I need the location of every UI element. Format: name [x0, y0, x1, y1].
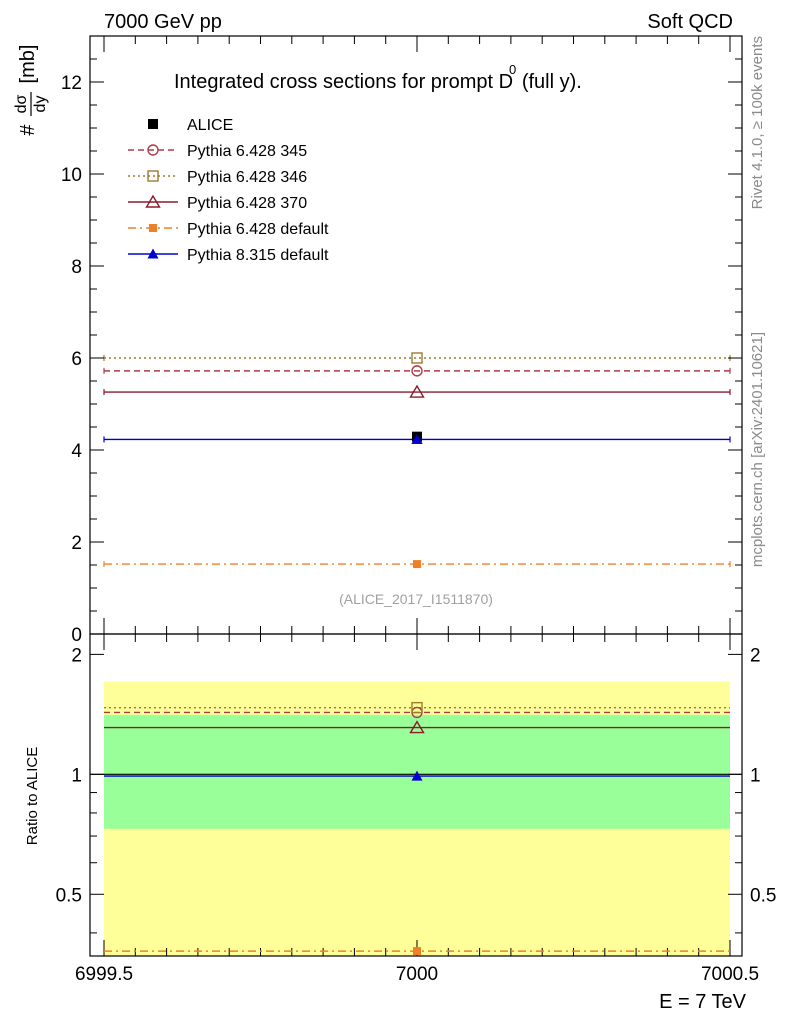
ratio-plot: 0.5 0.5 1 1 2 2 6999.5 7000 7000.5	[56, 633, 776, 985]
legend-label-0: ALICE	[187, 117, 233, 134]
main-ytick-label: 8	[71, 257, 82, 278]
ratio-ytick-label-right: 1	[750, 765, 761, 786]
chart-title: Integrated cross sections for prompt D0 …	[174, 62, 582, 93]
legend-label-1: Pythia 6.428 345	[187, 143, 307, 160]
legend-item-0: ALICE	[148, 117, 233, 134]
legend-marker-4	[149, 224, 157, 232]
x-tick-label: 7000	[396, 964, 438, 985]
header-right: Soft QCD	[647, 11, 733, 33]
series-marker-3	[409, 384, 425, 398]
side-text-bottom: mcplots.cern.ch [arXiv:2401.10621]	[749, 332, 766, 567]
legend-label-3: Pythia 6.428 370	[187, 195, 307, 212]
legend-item-3: Pythia 6.428 370	[128, 194, 307, 212]
side-text-top: Rivet 4.1.0, ≥ 100k events	[749, 36, 766, 209]
ratio-ylabel: Ratio to ALICE	[24, 747, 41, 845]
main-ylabel: # dσ dy [mb]	[13, 45, 49, 136]
main-ytick-label: 6	[71, 349, 82, 370]
chart-title-sup: 0	[509, 62, 516, 77]
analysis-watermark: (ALICE_2017_I1511870)	[339, 591, 493, 607]
legend-marker-2	[147, 170, 159, 182]
legend-item-5: Pythia 8.315 default	[128, 247, 329, 264]
ratio-ytick-label-left: 1	[71, 765, 82, 786]
ratio-frame	[89, 633, 743, 957]
chart-title-main: Integrated cross sections for prompt D	[174, 71, 513, 93]
header-left: 7000 GeV pp	[104, 11, 222, 33]
series-marker-top-5	[411, 433, 423, 444]
series-marker-1	[411, 365, 423, 377]
ratio-ytick-label-right: 0.5	[750, 885, 776, 906]
ylabel-unit: [mb]	[17, 45, 39, 84]
main-ytick-label: 4	[71, 441, 82, 462]
ratio-series-marker-2	[409, 720, 425, 734]
legend-label-5: Pythia 8.315 default	[187, 247, 329, 264]
x-tick-label: 6999.5	[75, 964, 133, 985]
ylabel-denominator: dy	[32, 96, 49, 113]
legend-marker-3	[145, 194, 161, 208]
legend-label-4: Pythia 6.428 default	[187, 221, 329, 238]
legend: ALICE Pythia 6.428 345 Pythia 6.428 346 Pyt…	[128, 117, 329, 264]
main-ytick-label: 2	[71, 533, 82, 554]
series-marker-2	[411, 352, 423, 364]
ratio-series-marker-1	[411, 701, 423, 714]
ylabel-prefix: #	[17, 124, 39, 136]
ylabel-numerator: dσ	[13, 94, 30, 113]
main-ytick-label: 10	[61, 165, 82, 186]
ratio-ytick-label-left: 0.5	[56, 885, 82, 906]
legend-item-2: Pythia 6.428 346	[128, 169, 307, 186]
ratio-ytick-label-left: 2	[71, 645, 82, 666]
x-axis-label: E = 7 TeV	[659, 991, 747, 1013]
ratio-series-marker-4	[411, 770, 423, 781]
main-ytick-label: 0	[71, 625, 82, 646]
ratio-ytick-label-right: 2	[750, 645, 761, 666]
legend-marker-5	[147, 248, 159, 259]
main-plot: 0 2 4 6 8 10 12	[61, 35, 743, 646]
legend-label-2: Pythia 6.428 346	[187, 169, 307, 186]
legend-marker-0	[148, 119, 158, 129]
chart-title-tail: (full y).	[516, 71, 582, 93]
main-ytick-label: 12	[61, 73, 82, 94]
x-tick-label: 7000.5	[701, 964, 759, 985]
series-marker-4	[413, 560, 421, 569]
legend-item-1: Pythia 6.428 345	[128, 143, 307, 160]
legend-item-4: Pythia 6.428 default	[128, 221, 329, 238]
ratio-series-marker-3	[413, 947, 421, 956]
legend-marker-1	[147, 144, 159, 156]
